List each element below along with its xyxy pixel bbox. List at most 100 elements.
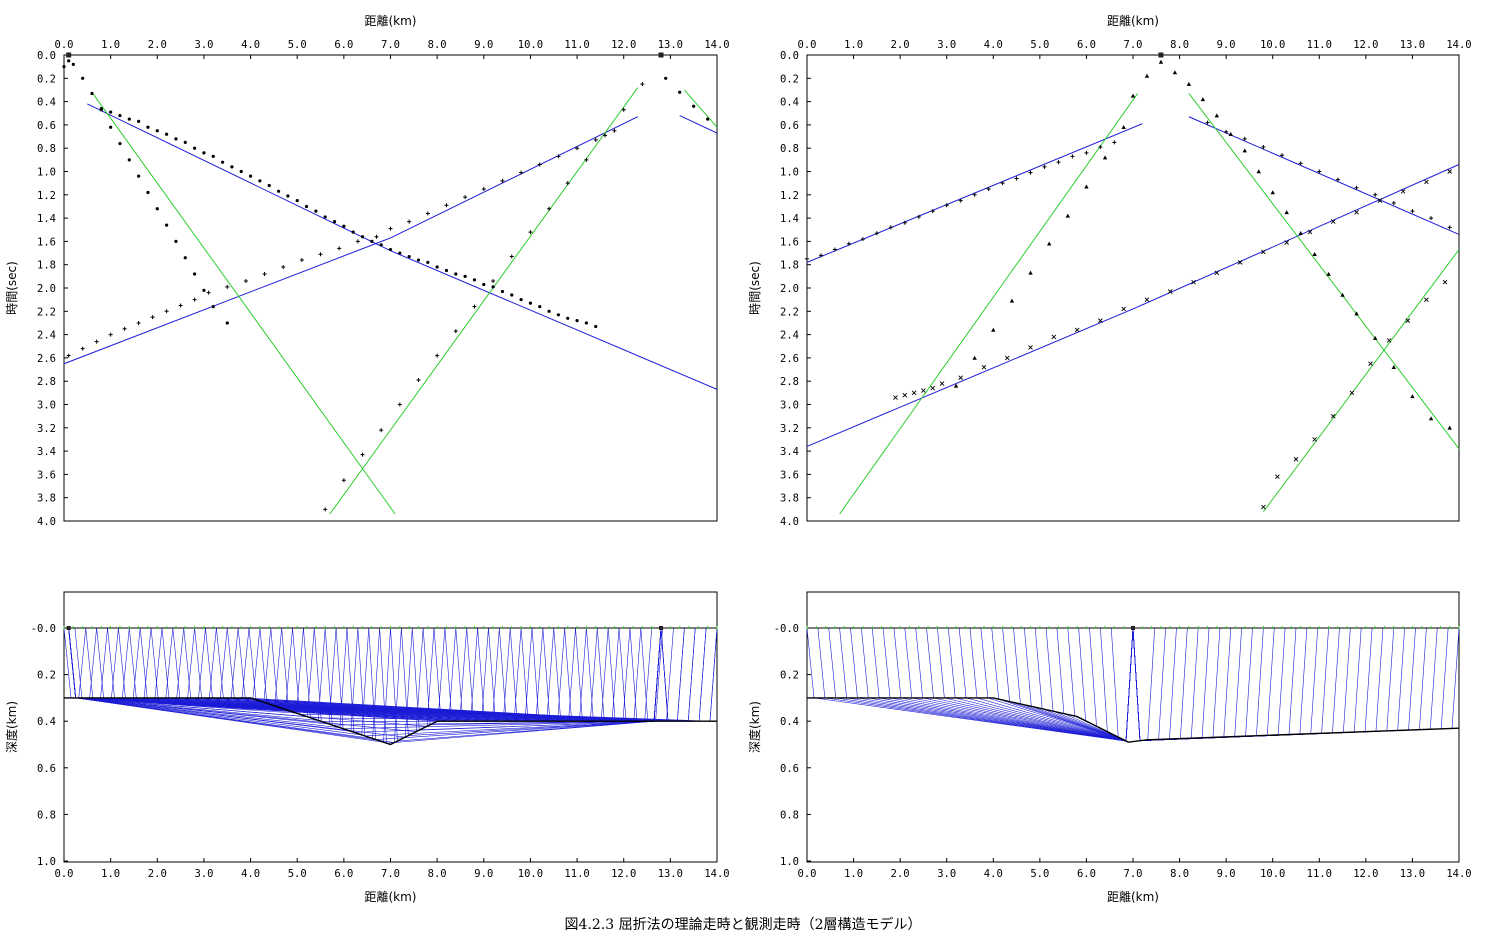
ray-path [68, 627, 195, 699]
source-marker [66, 52, 72, 58]
x-tick-label: 9.0 [474, 868, 493, 880]
y-tick-label: 3.0 [37, 400, 56, 412]
data-point [407, 254, 411, 259]
data-point [1373, 192, 1378, 197]
data-point [67, 59, 71, 63]
x-tick-label: 2.0 [148, 868, 167, 880]
x-tick-label: 6.0 [334, 39, 353, 51]
data-point [355, 239, 360, 244]
x-tick-label: 4.0 [241, 868, 260, 880]
x-tick-label: 5.0 [288, 39, 307, 51]
data-point [678, 90, 682, 94]
x-tick-label: 8.0 [428, 39, 447, 51]
data-point [556, 313, 561, 317]
data-point [603, 133, 608, 138]
data-point [1354, 185, 1359, 190]
y-tick-label: 1.4 [37, 213, 56, 225]
data-point [972, 355, 977, 360]
data-point [81, 76, 85, 80]
data-point [122, 326, 127, 331]
data-point [1377, 198, 1383, 203]
data-point [211, 154, 215, 158]
ray-path [1132, 627, 1308, 742]
data-point [621, 107, 626, 112]
data-point [323, 215, 327, 219]
y-tick-label: 0.8 [37, 809, 56, 821]
traveltime-line [806, 164, 1460, 447]
x-axis-label: 距離(km) [364, 890, 416, 904]
data-point [1442, 279, 1448, 285]
data-point [183, 140, 187, 144]
traveltime-line [683, 89, 718, 128]
data-point [1307, 229, 1313, 235]
data-point [1237, 260, 1243, 265]
data-point [612, 128, 617, 133]
data-point [109, 125, 113, 129]
data-point [225, 284, 230, 289]
x-tick-label: 2.0 [891, 868, 910, 880]
ray-path [1132, 627, 1373, 742]
data-point [566, 316, 570, 320]
x-tick-label: 3.0 [937, 868, 956, 880]
x-tick-label: 9.0 [1217, 39, 1236, 51]
data-point [1354, 209, 1359, 215]
data-point [1410, 209, 1415, 214]
x-tick-label: 14.0 [1446, 868, 1471, 880]
data-point [575, 146, 580, 151]
data-point [986, 186, 991, 191]
data-point [388, 247, 393, 252]
data-point [1112, 140, 1117, 145]
y-tick-label: 4.0 [37, 516, 56, 528]
x-tick-label: 4.0 [241, 39, 260, 51]
ray-path [68, 627, 272, 703]
x-tick-label: 1.0 [101, 39, 120, 51]
data-point [155, 129, 159, 133]
x-tick-label: 12.0 [611, 868, 636, 880]
data-point [846, 241, 851, 246]
data-point [267, 183, 271, 188]
x-tick-label: 4.0 [984, 39, 1003, 51]
data-point [1298, 231, 1303, 236]
y-tick-label: 0.0 [37, 50, 56, 62]
data-point [299, 258, 304, 263]
data-point [1242, 148, 1247, 153]
y-tick-label: 1.8 [780, 260, 799, 272]
data-point [1102, 155, 1108, 160]
data-point [1242, 136, 1247, 141]
data-point [1261, 504, 1266, 510]
ray-path [1132, 627, 1319, 742]
data-point [1098, 145, 1103, 150]
y-tick-label: 1.0 [37, 856, 56, 868]
data-point [463, 274, 467, 278]
x-tick-label: 4.0 [984, 868, 1003, 880]
y-tick-label: 3.6 [780, 469, 799, 481]
data-point [1009, 298, 1015, 303]
data-point [1354, 311, 1359, 316]
y-tick-label: -0.0 [31, 623, 56, 635]
x-tick-label: 0.0 [798, 868, 817, 880]
y-tick-label: 3.8 [780, 493, 799, 505]
data-point [127, 158, 131, 162]
data-point [137, 174, 141, 178]
y-tick-label: 2.6 [780, 353, 799, 365]
data-point [1270, 190, 1275, 195]
data-point [565, 181, 570, 186]
data-point [1130, 93, 1136, 98]
y-tick-label: 3.0 [780, 400, 799, 412]
data-point [472, 304, 477, 309]
y-tick-label: 1.0 [780, 856, 799, 868]
y-tick-label: 1.8 [37, 260, 56, 272]
x-tick-label: 2.0 [148, 39, 167, 51]
data-point [435, 353, 440, 358]
y-tick-label: 2.0 [37, 283, 56, 295]
data-point [174, 137, 178, 141]
x-tick-label: 12.0 [1353, 39, 1378, 51]
data-point [1028, 270, 1033, 275]
data-point [341, 478, 346, 483]
data-point [1349, 390, 1355, 396]
data-point [1214, 113, 1220, 118]
data-point [1447, 169, 1453, 174]
data-point [1084, 150, 1089, 155]
data-point [547, 206, 552, 211]
